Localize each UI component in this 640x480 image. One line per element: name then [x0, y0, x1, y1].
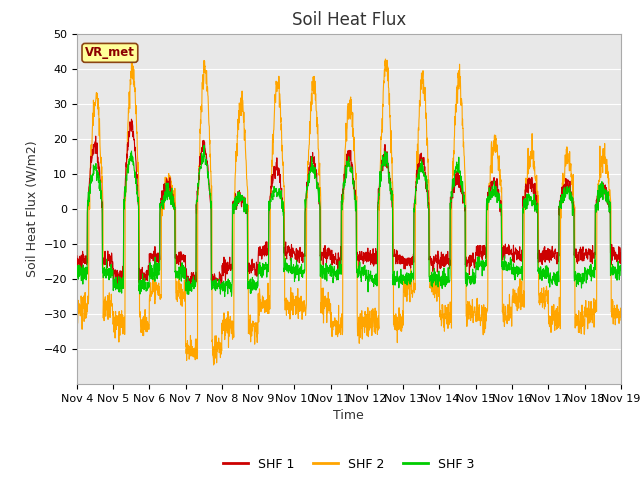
Text: VR_met: VR_met [85, 47, 135, 60]
X-axis label: Time: Time [333, 409, 364, 422]
Y-axis label: Soil Heat Flux (W/m2): Soil Heat Flux (W/m2) [25, 141, 38, 277]
Title: Soil Heat Flux: Soil Heat Flux [292, 11, 406, 29]
Legend: SHF 1, SHF 2, SHF 3: SHF 1, SHF 2, SHF 3 [218, 453, 479, 476]
